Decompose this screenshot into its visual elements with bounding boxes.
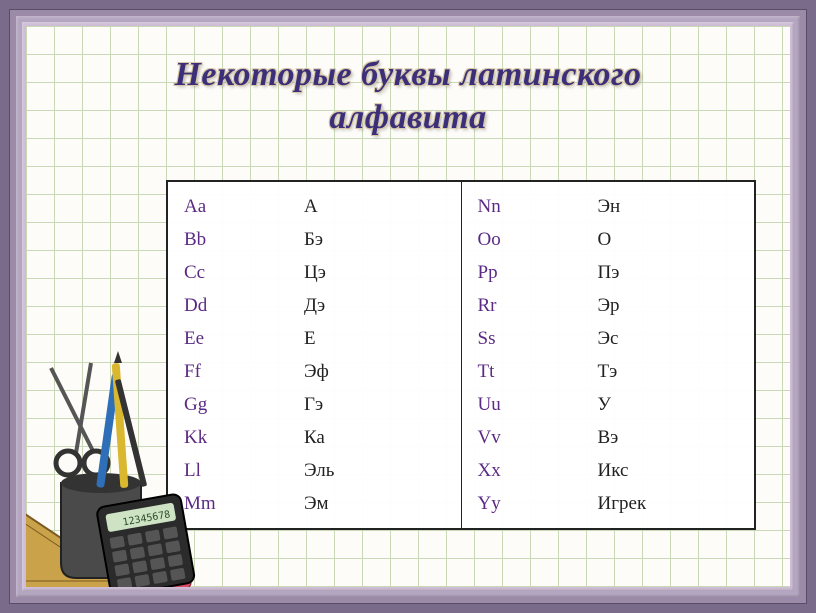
letter-cell: Oo bbox=[478, 229, 598, 251]
letter-cell: Cc bbox=[184, 262, 304, 284]
pron-cell: Гэ bbox=[304, 394, 445, 416]
page-title: Некоторые буквы латинского алфавита bbox=[26, 54, 790, 139]
pron-cell: Эль bbox=[304, 460, 445, 482]
table-left-column: AaА BbБэ CcЦэ DdДэ EeЕ FfЭф GgГэ KkКа Ll… bbox=[168, 182, 461, 528]
table-row: UuУ bbox=[478, 388, 739, 421]
letter-cell: Rr bbox=[478, 295, 598, 317]
inner-frame: Некоторые буквы латинского алфавита AaА … bbox=[22, 22, 794, 591]
table-row: LlЭль bbox=[184, 454, 445, 487]
pron-cell: Ка bbox=[304, 427, 445, 449]
table-row: BbБэ bbox=[184, 223, 445, 256]
page: Некоторые буквы латинского алфавита AaА … bbox=[26, 26, 790, 587]
letter-cell: Ll bbox=[184, 460, 304, 482]
outer-frame: Некоторые буквы латинского алфавита AaА … bbox=[10, 10, 806, 603]
pron-cell: Е bbox=[304, 328, 445, 350]
letter-cell: Mm bbox=[184, 493, 304, 515]
table-row: XxИкс bbox=[478, 454, 739, 487]
letter-cell: Nn bbox=[478, 196, 598, 218]
pron-cell: Эс bbox=[598, 328, 739, 350]
letter-cell: Dd bbox=[184, 295, 304, 317]
pron-cell: Эм bbox=[304, 493, 445, 515]
table-row: KkКа bbox=[184, 421, 445, 454]
pron-cell: Вэ bbox=[598, 427, 739, 449]
letter-cell: Uu bbox=[478, 394, 598, 416]
title-line-2: алфавита bbox=[329, 99, 486, 136]
pron-cell: Эф bbox=[304, 361, 445, 383]
table-row: YyИгрек bbox=[478, 487, 739, 520]
table-row: MmЭм bbox=[184, 487, 445, 520]
pron-cell: О bbox=[598, 229, 739, 251]
letter-cell: Bb bbox=[184, 229, 304, 251]
pron-cell: Тэ bbox=[598, 361, 739, 383]
pron-cell: Дэ bbox=[304, 295, 445, 317]
pron-cell: Икс bbox=[598, 460, 739, 482]
table-right-column: NnЭн OoО PpПэ RrЭр SsЭс TtТэ UuУ VvВэ Xx… bbox=[462, 182, 755, 528]
table-row: EeЕ bbox=[184, 322, 445, 355]
pron-cell: Эн bbox=[598, 196, 739, 218]
letter-cell: Tt bbox=[478, 361, 598, 383]
table-row: TtТэ bbox=[478, 355, 739, 388]
table-row: PpПэ bbox=[478, 256, 739, 289]
letter-cell: Vv bbox=[478, 427, 598, 449]
pron-cell: А bbox=[304, 196, 445, 218]
letter-cell: Ee bbox=[184, 328, 304, 350]
letter-cell: Gg bbox=[184, 394, 304, 416]
mid-frame: Некоторые буквы латинского алфавита AaА … bbox=[16, 16, 800, 597]
letter-cell: Kk bbox=[184, 427, 304, 449]
table-row: GgГэ bbox=[184, 388, 445, 421]
pron-cell: У bbox=[598, 394, 739, 416]
table-row: SsЭс bbox=[478, 322, 739, 355]
alphabet-table: AaА BbБэ CcЦэ DdДэ EeЕ FfЭф GgГэ KkКа Ll… bbox=[166, 180, 756, 530]
pron-cell: Эр bbox=[598, 295, 739, 317]
letter-cell: Yy bbox=[478, 493, 598, 515]
table-row: FfЭф bbox=[184, 355, 445, 388]
letter-cell: Aa bbox=[184, 196, 304, 218]
table-row: CcЦэ bbox=[184, 256, 445, 289]
letter-cell: Pp bbox=[478, 262, 598, 284]
pron-cell: Пэ bbox=[598, 262, 739, 284]
letter-cell: Xx bbox=[478, 460, 598, 482]
table-row: AaА bbox=[184, 190, 445, 223]
pron-cell: Игрек bbox=[598, 493, 739, 515]
title-line-1: Некоторые буквы латинского bbox=[174, 56, 641, 93]
table-row: RrЭр bbox=[478, 289, 739, 322]
pron-cell: Цэ bbox=[304, 262, 445, 284]
table-row: NnЭн bbox=[478, 190, 739, 223]
table-row: DdДэ bbox=[184, 289, 445, 322]
table-row: VvВэ bbox=[478, 421, 739, 454]
svg-text:12345678: 12345678 bbox=[122, 509, 171, 528]
table-row: OoО bbox=[478, 223, 739, 256]
letter-cell: Ss bbox=[478, 328, 598, 350]
letter-cell: Ff bbox=[184, 361, 304, 383]
pron-cell: Бэ bbox=[304, 229, 445, 251]
